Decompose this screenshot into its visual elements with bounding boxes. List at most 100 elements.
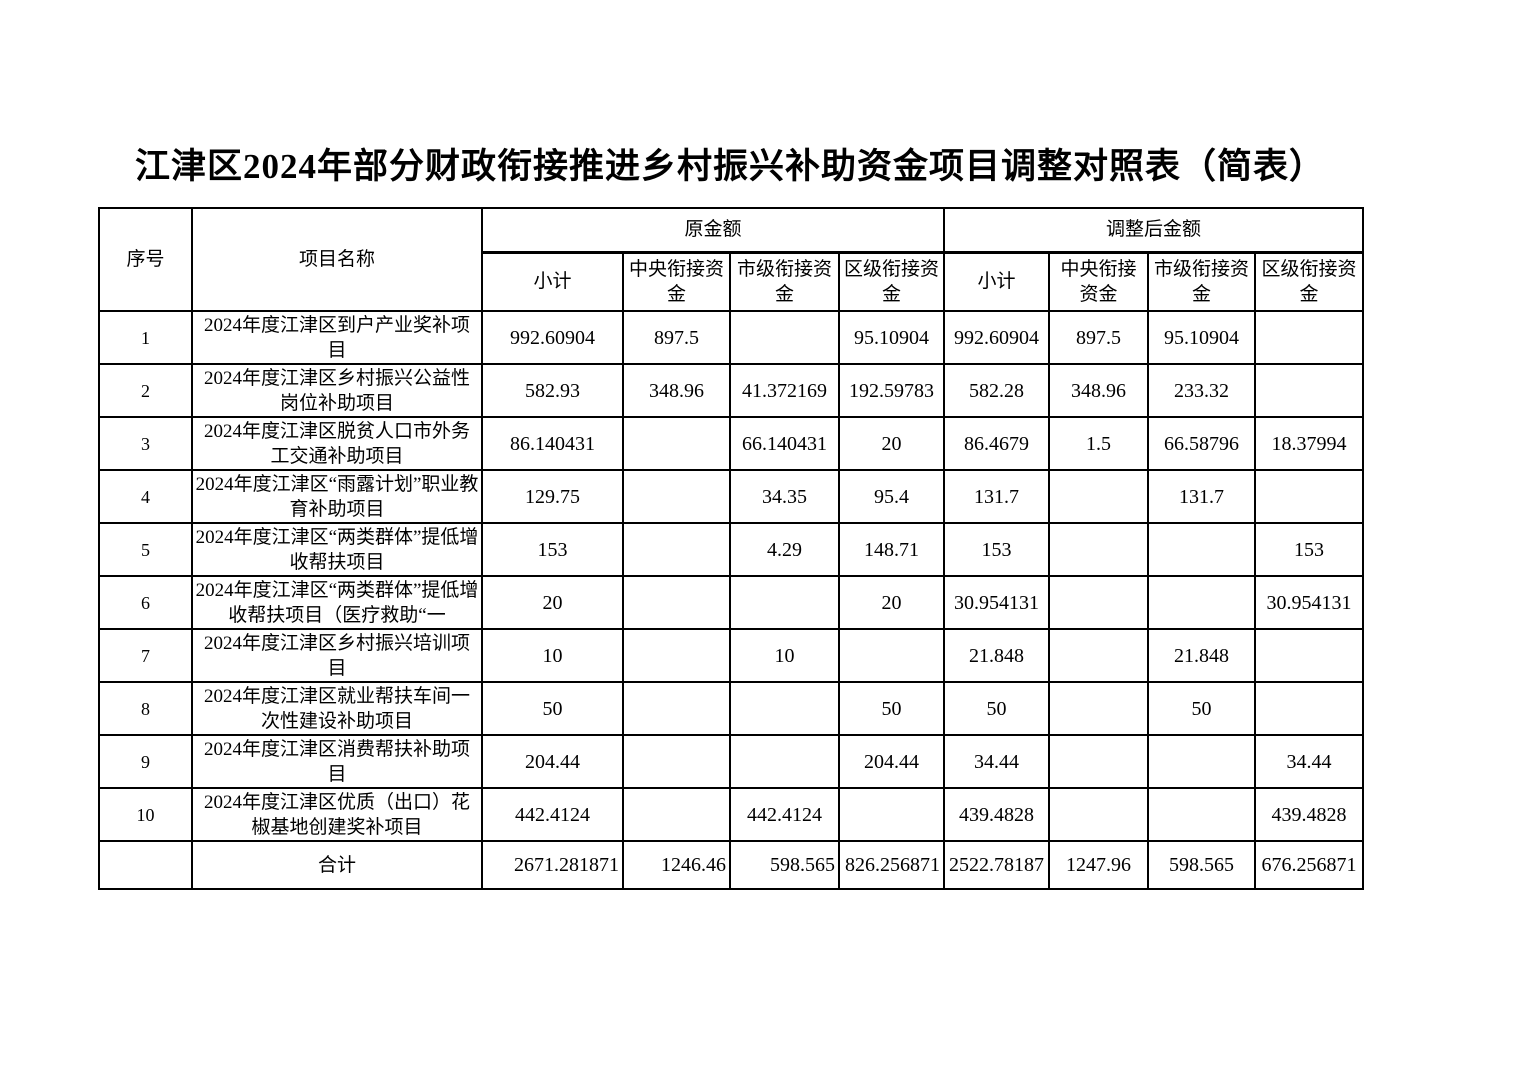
orig-central-fund-cell: 348.96 <box>622 363 731 418</box>
adj-central-fund-cell: 1.5 <box>1048 416 1150 471</box>
page-title: 江津区2024年部分财政衔接推进乡村振兴补助资金项目调整对照表（简表） <box>134 147 1325 186</box>
project-name-text: 2024年度江津区“雨露计划”职业教育补助项目 <box>195 473 479 520</box>
total-orig-central-fund-cell: 1246.46 <box>622 840 731 890</box>
project-name-text: 2024年度江津区“两类群体”提低增收帮扶项目 <box>195 526 479 573</box>
header-group-row: 序号 项目名称 原金额 调整后金额 <box>98 207 1365 312</box>
orig-city-fund-cell <box>729 681 840 736</box>
orig-central-fund-cell <box>622 469 731 524</box>
col-header-adj-city-fund: 市级衔接资金 <box>1147 251 1257 312</box>
project-name-cell: 2024年度江津区“雨露计划”职业教育补助项目 <box>191 469 483 524</box>
project-name-cell: 2024年度江津区消费帮扶补助项目 <box>191 734 483 789</box>
row-index-cell: 7 <box>98 628 193 683</box>
orig-city-fund-cell <box>729 734 840 789</box>
orig-central-fund-cell: 897.5 <box>622 310 731 365</box>
header-sub-row: 小计 中央衔接资金 市级衔接资金 区级衔接资金 小计 中央衔接资金 市级衔接资金… <box>99 251 1365 312</box>
orig-central-fund-cell <box>622 416 731 471</box>
total-orig-district-fund-cell: 826.256871 <box>837 840 946 890</box>
orig-city-fund-cell: 41.372169 <box>729 363 840 418</box>
project-name-text: 2024年度江津区优质（出口）花椒基地创建奖补项目 <box>203 791 470 838</box>
orig-city-fund-cell <box>729 575 840 630</box>
col-header-adj-district-fund: 区级衔接资金 <box>1254 251 1365 312</box>
row-index-cell: 1 <box>98 310 193 365</box>
row-index-cell: 5 <box>98 522 193 577</box>
project-name-cell: 2024年度江津区乡村振兴培训项目 <box>191 628 483 683</box>
col-header-orig-city-fund: 市级衔接资金 <box>729 251 840 312</box>
col-header-orig-central-fund: 中央衔接资金 <box>622 251 731 312</box>
project-name-text: 2024年度江津区到户产业奖补项目 <box>203 314 470 361</box>
orig-district-fund-cell: 50 <box>837 681 946 736</box>
project-name-text: 2024年度江津区脱贫人口市外务工交通补助项目 <box>203 420 470 467</box>
orig-subtotal-cell: 86.140431 <box>481 416 624 471</box>
adj-subtotal-cell: 30.954131 <box>943 575 1051 630</box>
table-row: 10 2024年度江津区优质（出口）花椒基地创建奖补项目 442.4124 44… <box>98 787 1365 842</box>
project-name-text: 2024年度江津区乡村振兴培训项目 <box>203 632 470 679</box>
col-group-original-amount: 原金额 <box>480 207 946 254</box>
orig-subtotal-cell: 442.4124 <box>481 787 624 842</box>
orig-district-fund-cell <box>837 628 946 683</box>
adj-subtotal-cell: 50 <box>943 681 1051 736</box>
project-name-text: 2024年度江津区就业帮扶车间一次性建设补助项目 <box>203 685 470 732</box>
orig-central-fund-cell <box>622 734 731 789</box>
adj-city-fund-cell <box>1147 522 1257 577</box>
orig-central-fund-cell <box>622 575 731 630</box>
col-header-orig-district-fund: 区级衔接资金 <box>837 251 946 312</box>
orig-city-fund-cell: 66.140431 <box>729 416 840 471</box>
adj-subtotal-cell: 439.4828 <box>943 787 1051 842</box>
adj-central-fund-cell <box>1048 734 1150 789</box>
adj-district-fund-cell <box>1254 310 1365 365</box>
total-orig-subtotal-cell: 2671.281871 <box>481 840 624 890</box>
orig-district-fund-cell: 95.10904 <box>837 310 946 365</box>
project-name-cell: 2024年度江津区到户产业奖补项目 <box>191 310 483 365</box>
orig-subtotal-cell: 10 <box>481 628 624 683</box>
table-row: 4 2024年度江津区“雨露计划”职业教育补助项目 129.75 34.35 9… <box>98 469 1365 524</box>
adj-subtotal-cell: 131.7 <box>943 469 1051 524</box>
total-orig-city-fund-cell: 598.565 <box>729 840 840 890</box>
adj-city-fund-cell <box>1147 787 1257 842</box>
project-name-cell: 2024年度江津区就业帮扶车间一次性建设补助项目 <box>191 681 483 736</box>
adj-central-fund-cell: 348.96 <box>1048 363 1150 418</box>
adj-district-fund-cell: 30.954131 <box>1254 575 1365 630</box>
project-name-text: 2024年度江津区乡村振兴公益性岗位补助项目 <box>203 367 470 414</box>
adj-city-fund-cell: 131.7 <box>1147 469 1257 524</box>
orig-subtotal-cell: 50 <box>481 681 624 736</box>
adj-city-fund-cell <box>1147 575 1257 630</box>
orig-subtotal-cell: 20 <box>481 575 624 630</box>
adj-subtotal-cell: 992.60904 <box>943 310 1051 365</box>
project-name-text: 2024年度江津区“两类群体”提低增收帮扶项目（医疗救助“一 <box>195 579 479 626</box>
col-header-index: 序号 <box>98 207 193 312</box>
project-name-cell: 2024年度江津区乡村振兴公益性岗位补助项目 <box>191 363 483 418</box>
orig-district-fund-cell: 192.59783 <box>837 363 946 418</box>
orig-city-fund-cell: 10 <box>729 628 840 683</box>
row-index-cell: 6 <box>98 575 193 630</box>
total-label-cell: 合计 <box>191 840 483 890</box>
row-index-cell: 9 <box>98 734 193 789</box>
row-index-cell: 10 <box>98 787 193 842</box>
total-index-cell <box>98 840 193 890</box>
orig-subtotal-cell: 992.60904 <box>481 310 624 365</box>
total-adj-central-fund-cell: 1247.96 <box>1048 840 1150 890</box>
adj-district-fund-cell <box>1254 469 1365 524</box>
orig-district-fund-cell: 20 <box>837 575 946 630</box>
row-index-cell: 3 <box>98 416 193 471</box>
orig-district-fund-cell: 95.4 <box>837 469 946 524</box>
orig-district-fund-cell <box>837 787 946 842</box>
orig-city-fund-cell: 34.35 <box>729 469 840 524</box>
total-adj-subtotal-cell: 2522.78187 <box>943 840 1051 890</box>
adj-district-fund-cell: 153 <box>1254 522 1365 577</box>
orig-central-fund-cell <box>622 787 731 842</box>
table-row: 2 2024年度江津区乡村振兴公益性岗位补助项目 582.93 348.96 4… <box>98 363 1365 418</box>
adj-central-fund-cell <box>1048 628 1150 683</box>
project-name-text: 2024年度江津区消费帮扶补助项目 <box>203 738 470 785</box>
orig-central-fund-cell <box>622 628 731 683</box>
project-name-cell: 2024年度江津区优质（出口）花椒基地创建奖补项目 <box>191 787 483 842</box>
adj-city-fund-cell: 95.10904 <box>1147 310 1257 365</box>
orig-city-fund-cell <box>729 310 840 365</box>
orig-central-fund-cell <box>622 522 731 577</box>
adj-subtotal-cell: 86.4679 <box>943 416 1051 471</box>
project-name-cell: 2024年度江津区“两类群体”提低增收帮扶项目 <box>191 522 483 577</box>
table-row: 3 2024年度江津区脱贫人口市外务工交通补助项目 86.140431 66.1… <box>98 416 1365 471</box>
orig-city-fund-cell: 442.4124 <box>729 787 840 842</box>
adj-district-fund-cell <box>1254 628 1365 683</box>
table-row: 7 2024年度江津区乡村振兴培训项目 10 10 21.848 21.848 <box>98 628 1365 683</box>
orig-district-fund-cell: 148.71 <box>837 522 946 577</box>
